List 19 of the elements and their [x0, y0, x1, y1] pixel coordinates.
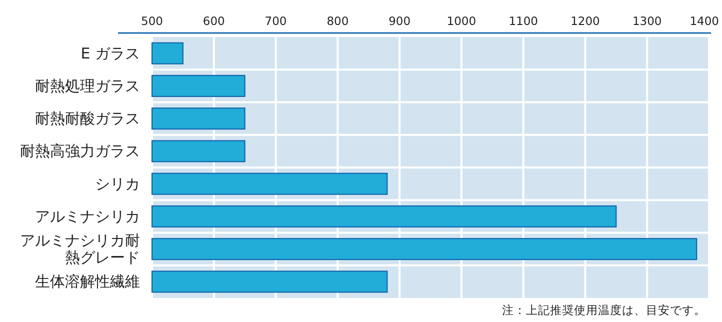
y-tick-label: 耐熱耐酸ガラス: [35, 110, 140, 128]
x-tick-label: 1100: [508, 14, 538, 28]
x-tick-label: 800: [326, 14, 349, 28]
x-tick-label: 1400: [690, 14, 719, 28]
x-tick-label: 1200: [570, 14, 600, 28]
x-tick-label: 900: [388, 14, 411, 28]
y-tick-label: アルミナシリカ耐熱グレード: [20, 232, 140, 267]
x-tick-label: 600: [202, 14, 225, 28]
x-tick-label: 700: [264, 14, 287, 28]
y-tick-label: E ガラス: [80, 44, 140, 62]
x-tick-label: 1000: [446, 14, 476, 28]
x-tick-label: 1300: [632, 14, 662, 28]
y-tick-label: 生体溶解性繊維: [35, 272, 140, 291]
y-tick-label: シリカ: [95, 174, 140, 193]
x-tick-label: 500: [141, 14, 163, 28]
y-tick-label: 耐熱処理ガラス: [35, 76, 140, 95]
text: 注：上記推奨使用温度は、目安です。: [502, 303, 706, 317]
y-tick-label: 耐熱高強力ガラス: [20, 142, 140, 160]
y-tick-label: アルミナシリカ: [35, 207, 140, 226]
